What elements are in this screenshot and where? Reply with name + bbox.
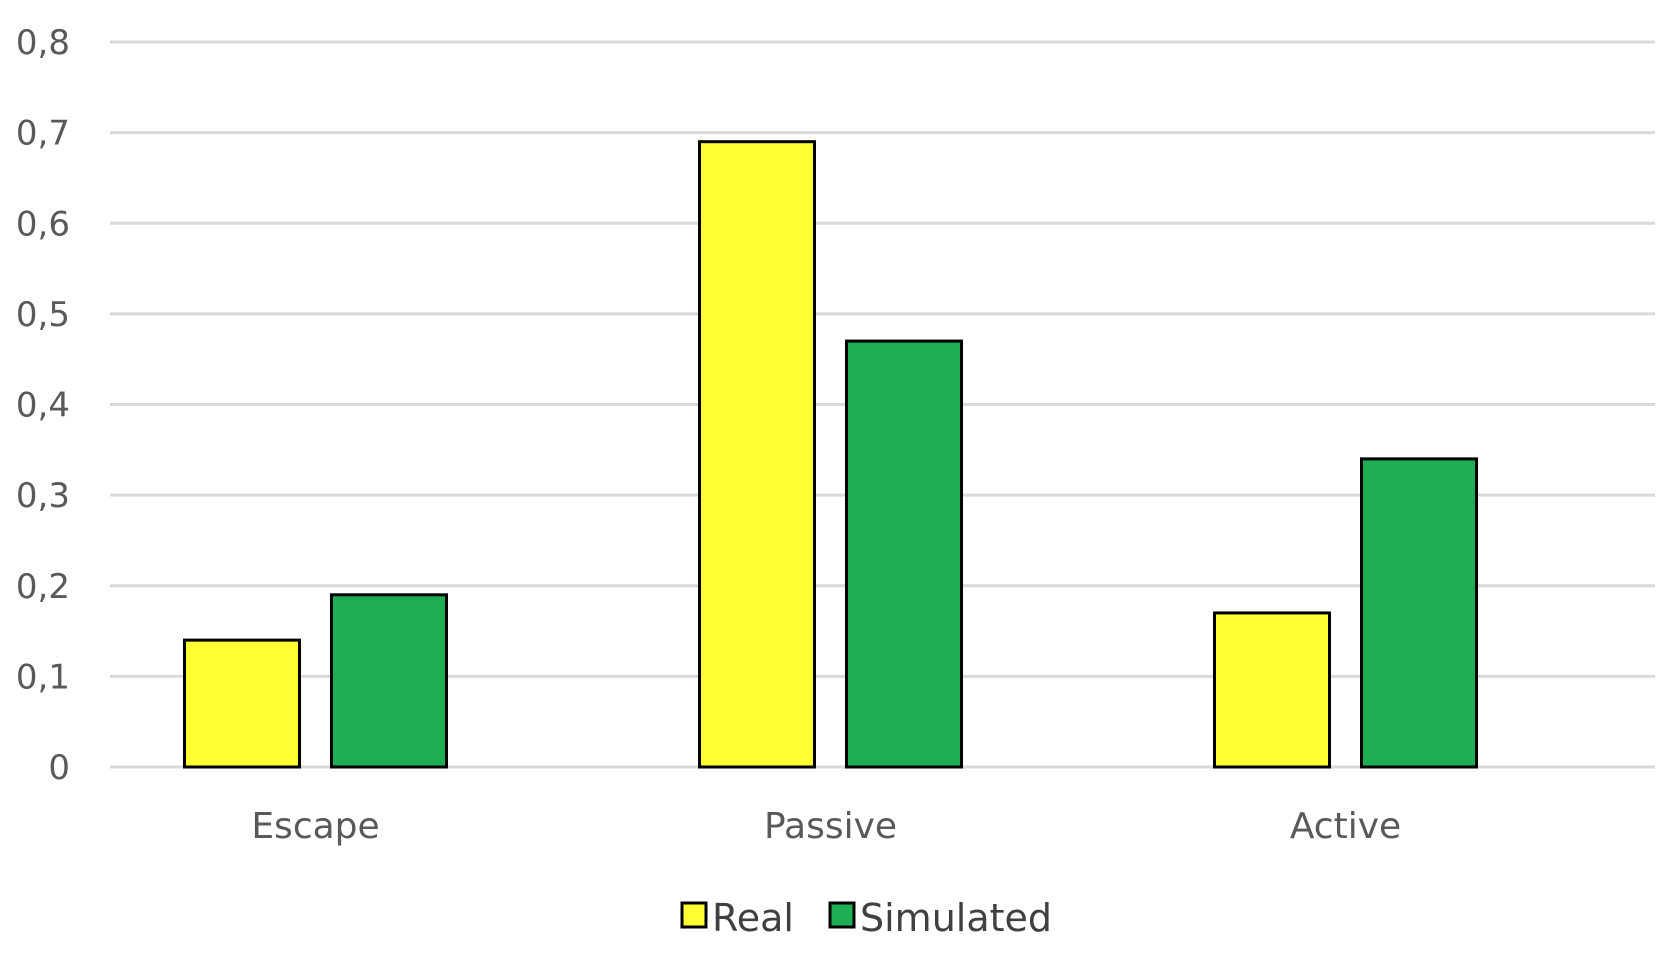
bar-simulated-active — [1360, 457, 1478, 769]
legend-label-simulated: Simulated — [860, 896, 1052, 940]
x-category-label: Active — [1290, 806, 1401, 847]
bar-simulated-escape — [330, 593, 448, 769]
bar-real-passive — [698, 140, 816, 769]
legend-label-real: Real — [712, 896, 794, 940]
bars — [183, 140, 1478, 769]
y-tick-label: 0,5 — [16, 295, 70, 335]
y-tick-label: 0,3 — [16, 476, 70, 516]
legend-swatch-real — [680, 901, 708, 929]
legend-swatch-simulated — [828, 901, 856, 929]
y-tick-label: 0,6 — [16, 204, 70, 244]
x-category-label: Escape — [251, 806, 379, 847]
y-tick-label: 0,8 — [16, 23, 70, 63]
legend: Real Simulated — [680, 896, 1052, 940]
y-tick-label: 0,1 — [16, 657, 70, 697]
y-tick-label: 0,2 — [16, 567, 70, 607]
y-tick-label: 0 — [48, 748, 70, 788]
bar-real-escape — [183, 638, 301, 769]
y-tick-label: 0,4 — [16, 386, 70, 426]
bar-simulated-passive — [845, 339, 963, 769]
y-axis-tick-labels: 0 0,1 0,2 0,3 0,4 0,5 0,6 0,7 0,8 — [16, 23, 70, 788]
bar-real-active — [1213, 611, 1331, 769]
x-axis-category-labels: Escape Passive Active — [251, 806, 1401, 847]
x-category-label: Passive — [764, 806, 897, 847]
y-tick-label: 0,7 — [16, 114, 70, 154]
